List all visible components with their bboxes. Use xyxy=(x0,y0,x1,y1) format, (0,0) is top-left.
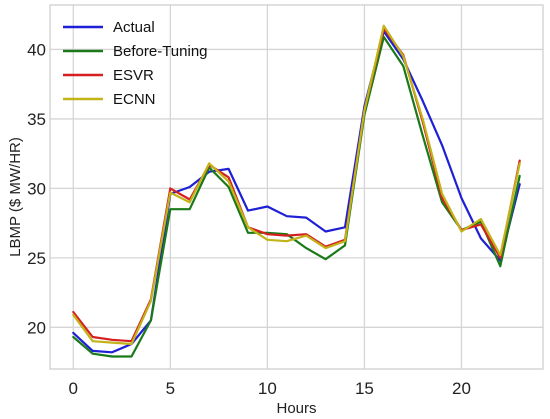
plot-frame xyxy=(49,4,544,370)
y-tick-label: 20 xyxy=(27,318,46,337)
y-tick-label: 30 xyxy=(27,179,46,198)
legend-label: Before-Tuning xyxy=(113,43,208,60)
tick-labels: 0 5 10 15 20 20 25 30 35 40 xyxy=(27,40,471,398)
grid xyxy=(50,5,543,369)
series-layer xyxy=(72,24,521,358)
series-line-ecnn xyxy=(72,24,521,346)
x-tick-label: 0 xyxy=(69,379,78,398)
y-axis-label: LBMP ($ MW/HR) xyxy=(7,137,24,257)
x-axis-label: Hours xyxy=(276,400,316,417)
legend-label: ESVR xyxy=(113,67,154,84)
y-tick-label: 25 xyxy=(27,249,46,268)
legend-label: Actual xyxy=(113,19,155,36)
x-tick-label: 5 xyxy=(166,379,175,398)
series-line-before-tuning xyxy=(72,35,521,358)
x-tick-label: 15 xyxy=(355,379,374,398)
legend-label: ECNN xyxy=(113,91,156,108)
y-tick-label: 35 xyxy=(27,110,46,129)
y-tick-label: 40 xyxy=(27,40,46,59)
legend: Actual Before-Tuning ESVR ECNN xyxy=(63,19,208,108)
x-tick-label: 20 xyxy=(452,379,471,398)
x-tick-label: 10 xyxy=(258,379,277,398)
